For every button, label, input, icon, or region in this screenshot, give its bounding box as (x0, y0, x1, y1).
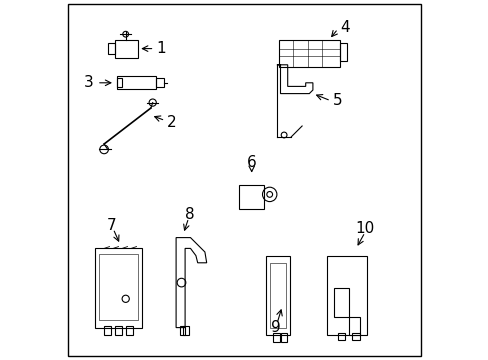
Text: 4: 4 (339, 20, 349, 35)
Bar (104, 326, 111, 335)
Text: 8: 8 (184, 207, 194, 222)
Text: 2: 2 (167, 115, 176, 130)
Bar (179, 326, 185, 335)
Bar (117, 78, 122, 87)
Text: 10: 10 (355, 221, 374, 236)
Bar (183, 326, 188, 335)
Bar (99, 254, 138, 320)
Bar (337, 333, 345, 340)
Bar (239, 185, 264, 209)
Bar (269, 263, 285, 328)
Bar (156, 78, 163, 87)
Text: 3: 3 (83, 75, 93, 90)
Bar (339, 43, 346, 61)
Bar (334, 288, 348, 317)
Text: 9: 9 (271, 320, 281, 335)
Text: 5: 5 (332, 93, 342, 108)
Bar (348, 317, 359, 335)
Bar (280, 333, 286, 342)
Text: 1: 1 (156, 41, 165, 56)
Bar (125, 326, 133, 335)
Text: 6: 6 (246, 154, 256, 170)
Bar (352, 333, 359, 340)
Text: 7: 7 (106, 217, 116, 233)
Bar (117, 76, 156, 89)
Bar (273, 333, 279, 342)
Bar (115, 326, 122, 335)
